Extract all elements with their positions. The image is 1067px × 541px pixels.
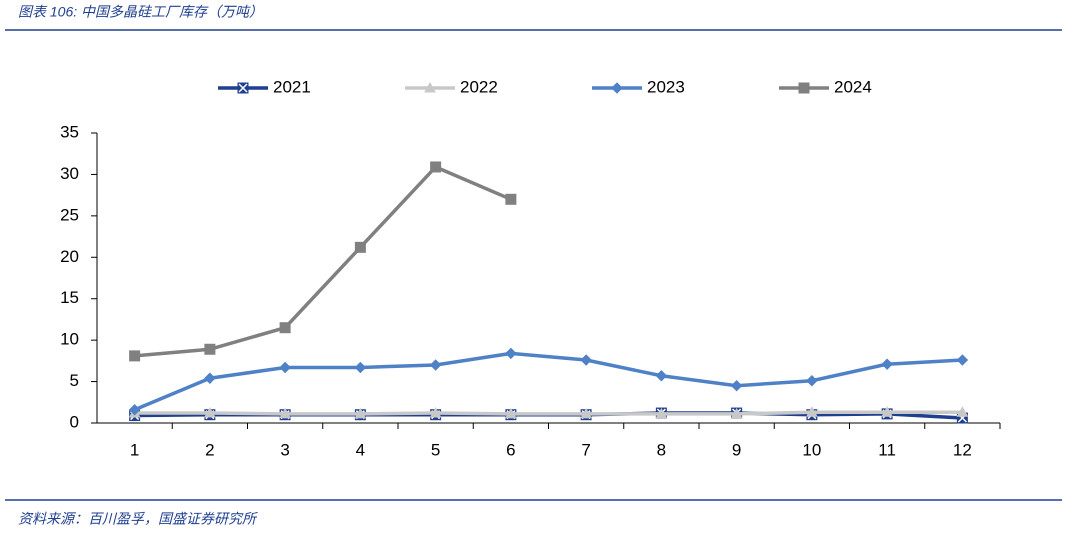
data-point (128, 404, 141, 416)
x-tick-label: 10 (802, 440, 821, 459)
y-tick-label: 5 (70, 371, 79, 390)
data-point (204, 372, 216, 384)
y-tick-label: 10 (60, 330, 79, 349)
source-note: 资料来源：百川盈孚，国盛证券研究所 (18, 511, 258, 527)
legend-label: 2024 (834, 77, 872, 96)
data-point (279, 361, 291, 374)
y-tick-label: 0 (70, 412, 79, 431)
data-point (354, 407, 367, 419)
series-line (133, 351, 963, 412)
x-tick-label: 4 (356, 440, 365, 459)
series-line (134, 410, 963, 416)
data-point (806, 406, 818, 417)
legend-marker (798, 82, 810, 94)
data-point (430, 161, 442, 173)
data-point (429, 359, 442, 371)
data-point (580, 354, 592, 366)
data-point (730, 380, 743, 392)
x-tick-label: 9 (732, 440, 741, 459)
series-line (134, 164, 512, 358)
legend-label: 2023 (647, 77, 685, 96)
x-tick-label: 7 (581, 440, 590, 459)
legend-label: 2022 (460, 77, 498, 96)
data-point (505, 193, 517, 205)
x-tick-label: 1 (130, 440, 139, 459)
data-point (956, 354, 969, 366)
data-point (354, 361, 367, 374)
chart-title: 图表 106: 中国多晶硅工厂库存（万吨） (18, 4, 263, 20)
y-tick-label: 25 (60, 205, 79, 224)
legend-marker (424, 81, 436, 93)
x-tick-label: 3 (280, 440, 289, 459)
data-point (505, 347, 517, 360)
x-tick-label: 6 (506, 440, 515, 459)
y-tick-label: 30 (60, 164, 79, 183)
data-point (655, 407, 668, 419)
y-tick-label: 15 (60, 288, 79, 307)
x-tick-label: 2 (205, 440, 214, 459)
data-point (505, 407, 517, 419)
data-point (354, 241, 366, 253)
legend-label: 2021 (273, 77, 311, 96)
x-tick-label: 11 (878, 440, 896, 459)
data-point (655, 370, 668, 382)
legend-marker (611, 82, 623, 94)
data-point (204, 407, 216, 418)
x-tick-label: 12 (953, 440, 972, 459)
data-point (956, 406, 969, 417)
data-point (429, 407, 442, 418)
data-point (730, 407, 743, 419)
data-point (881, 358, 893, 370)
marker-cross (238, 83, 248, 93)
y-tick-label: 20 (60, 247, 79, 266)
data-point (129, 350, 141, 362)
data-point (580, 407, 592, 419)
x-tick-label: 5 (431, 440, 440, 459)
data-point (806, 375, 818, 387)
x-tick-label: 8 (657, 440, 666, 459)
y-tick-label: 35 (60, 122, 79, 141)
data-point (279, 322, 291, 334)
data-point (881, 406, 893, 417)
data-point (204, 343, 216, 355)
data-point (279, 407, 291, 419)
